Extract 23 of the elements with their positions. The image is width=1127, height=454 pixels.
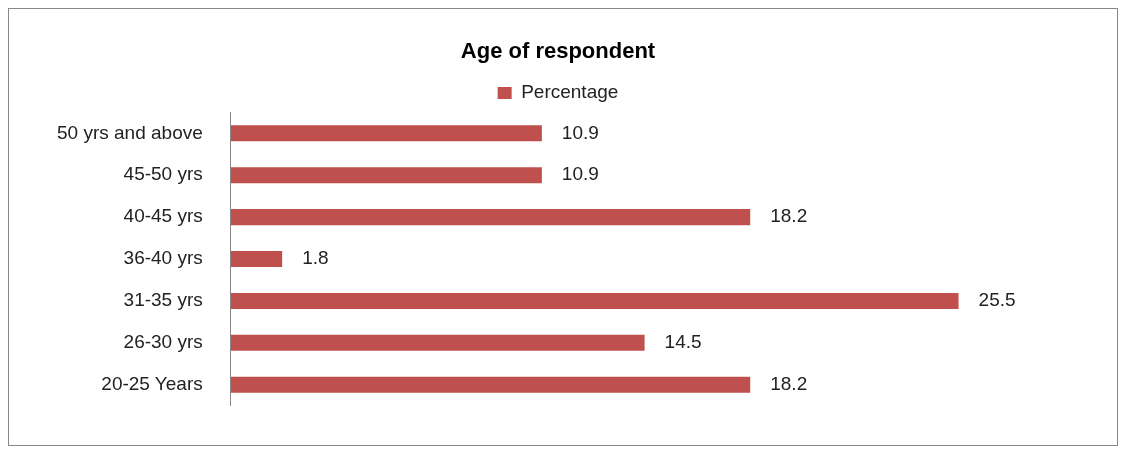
- y-tick-label: 31-35 yrs: [123, 289, 203, 311]
- bar: [230, 209, 751, 226]
- data-label: 10.9: [561, 121, 599, 143]
- bar: [230, 167, 542, 184]
- bar: [230, 334, 645, 351]
- data-label: 1.8: [302, 247, 329, 269]
- y-tick-label: 40-45 yrs: [123, 205, 203, 227]
- data-label: 14.5: [664, 331, 702, 353]
- y-tick-label: 50 yrs and above: [57, 121, 203, 143]
- bar: [230, 292, 959, 309]
- chart-title: Age of respondent: [460, 38, 656, 64]
- bar: [230, 250, 283, 268]
- data-label: 25.5: [978, 289, 1016, 311]
- bar: [230, 125, 542, 142]
- data-label: 18.2: [770, 205, 808, 227]
- legend-label: Percentage: [521, 81, 619, 103]
- data-label: 18.2: [770, 372, 808, 394]
- y-tick-label: 36-40 yrs: [123, 247, 203, 269]
- data-label: 10.9: [561, 163, 599, 185]
- y-tick-label: 26-30 yrs: [123, 331, 203, 353]
- y-tick-label: 45-50 yrs: [123, 163, 203, 185]
- y-tick-label: 20-25 Years: [101, 372, 203, 394]
- bar: [230, 376, 751, 393]
